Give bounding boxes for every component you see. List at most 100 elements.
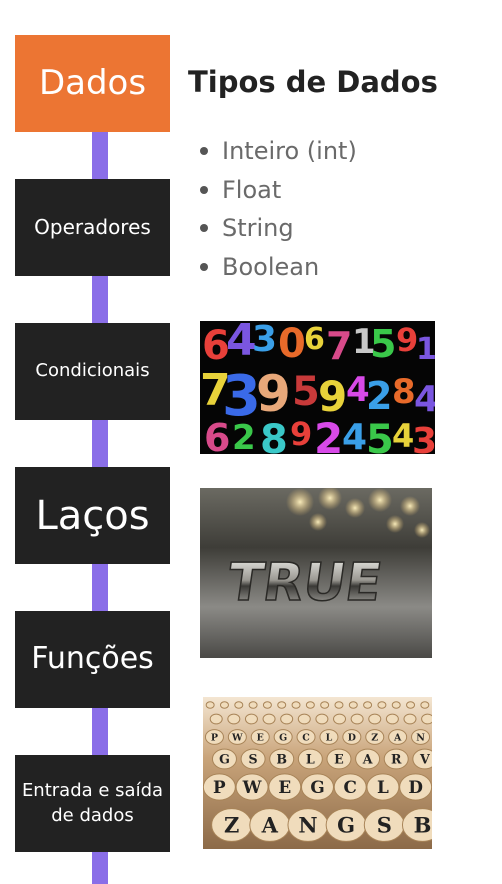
letter-tile xyxy=(350,713,364,725)
tile-letter: B xyxy=(276,752,287,767)
letter-tile: L xyxy=(319,729,339,745)
tile-letter: G xyxy=(219,752,230,767)
letter-tile xyxy=(291,701,301,709)
true-graphic: TRUE xyxy=(200,488,432,658)
letter-tile: P xyxy=(204,729,224,745)
letter-tile: E xyxy=(326,748,352,770)
letter-tile xyxy=(368,713,382,725)
letter-tile: S xyxy=(363,808,405,842)
letter-tile xyxy=(280,713,294,725)
tile-letter: C xyxy=(344,777,357,797)
letter-tile xyxy=(421,713,432,725)
svg-text:2: 2 xyxy=(314,414,343,454)
svg-text:7: 7 xyxy=(326,324,352,368)
letter-tile: G xyxy=(273,729,293,745)
svg-text:4: 4 xyxy=(414,379,435,420)
data-types-list: Inteiro (int) Float String Boolean xyxy=(200,132,357,286)
letter-tile xyxy=(277,701,287,709)
tile-letter: L xyxy=(326,732,333,743)
letter-tile: P xyxy=(203,773,236,801)
list-item: Float xyxy=(200,171,357,210)
letter-tile xyxy=(363,701,373,709)
bullet-icon xyxy=(200,263,208,272)
letter-tile xyxy=(403,713,417,725)
letter-tile xyxy=(297,713,311,725)
tile-letter: L xyxy=(306,752,315,767)
letter-tile: G xyxy=(325,808,367,842)
letter-tile: N xyxy=(411,729,431,745)
tile-letter: A xyxy=(393,732,402,743)
letter-tile: N xyxy=(287,808,329,842)
letter-tile xyxy=(391,701,401,709)
letter-tile: R xyxy=(383,748,409,770)
nav-item-operadores[interactable]: Operadores xyxy=(15,179,170,276)
letter-tile: E xyxy=(250,729,270,745)
nav-item-entrada-saida[interactable]: Entrada e saída de dados xyxy=(15,755,170,852)
nav-item-funcoes[interactable]: Funções xyxy=(15,611,170,708)
letter-tile: Z xyxy=(365,729,385,745)
letter-tile: B xyxy=(401,808,432,842)
tile-letter: E xyxy=(278,777,291,797)
nav-item-lacos[interactable]: Laços xyxy=(15,467,170,564)
list-item: Boolean xyxy=(200,248,357,287)
svg-text:6: 6 xyxy=(202,323,230,369)
list-item-label: Float xyxy=(222,175,282,204)
letter-tile xyxy=(320,701,330,709)
svg-text:3: 3 xyxy=(412,421,435,454)
tile-letter: Z xyxy=(371,732,378,743)
tile-letter: A xyxy=(362,752,373,767)
tile-letter: R xyxy=(391,752,402,767)
letter-tile: Z xyxy=(211,808,253,842)
list-item-label: Boolean xyxy=(222,252,320,281)
letter-tile xyxy=(209,713,223,725)
tile-letter: B xyxy=(414,813,432,838)
bullet-icon xyxy=(200,147,208,156)
tile-letter: S xyxy=(377,813,392,838)
letter-tile xyxy=(219,701,229,709)
svg-text:2: 2 xyxy=(366,374,392,418)
list-item-label: Inteiro (int) xyxy=(222,137,357,165)
letter-tile xyxy=(334,701,344,709)
bullet-icon xyxy=(200,224,208,233)
letter-tile: W xyxy=(235,773,269,801)
nav-item-dados[interactable]: Dados xyxy=(15,35,170,132)
letter-tile xyxy=(385,713,399,725)
nav-item-label: Condicionais xyxy=(35,360,150,382)
svg-text:4: 4 xyxy=(226,321,257,366)
letter-tile: D xyxy=(399,773,432,801)
svg-text:9: 9 xyxy=(256,365,291,423)
svg-text:7: 7 xyxy=(200,365,231,416)
tile-letter: D xyxy=(348,732,356,743)
letter-tile: L xyxy=(366,773,400,801)
letter-tile xyxy=(305,701,315,709)
svg-text:8: 8 xyxy=(260,417,288,454)
tile-letter: G xyxy=(337,813,355,838)
tile-letter: E xyxy=(257,732,264,743)
tile-letter: W xyxy=(231,732,243,743)
tile-letter: N xyxy=(416,732,425,743)
svg-text:9: 9 xyxy=(396,321,418,359)
svg-text:1: 1 xyxy=(352,322,376,362)
svg-text:9: 9 xyxy=(290,415,312,453)
svg-text:5: 5 xyxy=(292,369,320,415)
letter-tile: D xyxy=(342,729,362,745)
tile-letter: C xyxy=(302,732,310,743)
letter-tile xyxy=(227,713,241,725)
svg-text:5: 5 xyxy=(370,322,396,366)
page-title: Tipos de Dados xyxy=(188,65,438,99)
letter-tile: A xyxy=(355,748,381,770)
svg-text:2: 2 xyxy=(232,418,256,454)
letter-tile: W xyxy=(227,729,247,745)
nav-item-condicionais[interactable]: Condicionais xyxy=(15,323,170,420)
letter-tile xyxy=(348,701,358,709)
svg-text:6: 6 xyxy=(204,416,230,454)
svg-text:4: 4 xyxy=(392,417,414,454)
letter-tile xyxy=(262,713,276,725)
svg-text:1: 1 xyxy=(416,332,435,367)
tile-letter: E xyxy=(334,752,344,767)
tile-letter: V xyxy=(419,752,430,767)
svg-text:3: 3 xyxy=(222,364,261,429)
nav-item-label: Operadores xyxy=(34,215,151,239)
letter-tile: V xyxy=(412,748,432,770)
tile-letter: Z xyxy=(224,813,239,838)
